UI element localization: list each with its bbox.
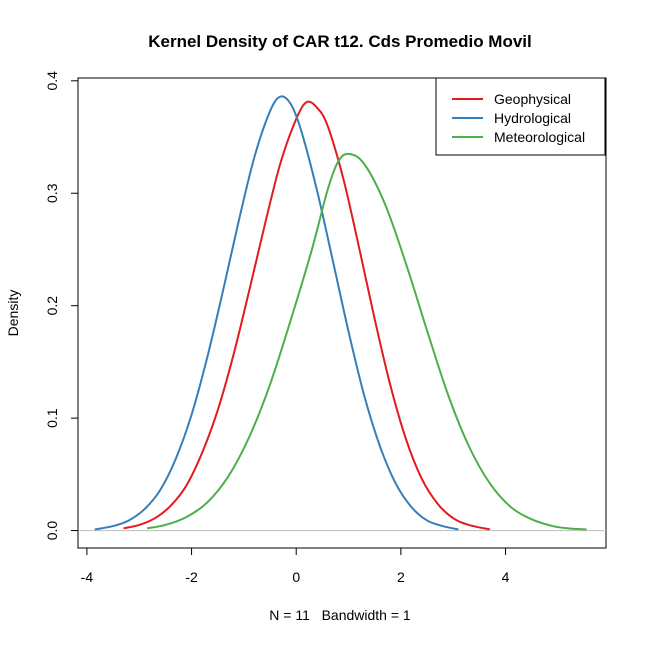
legend: Geophysical Hydrological Meteorological (435, 77, 606, 156)
y-tick-label: 0.4 (44, 71, 60, 91)
x-tick-label: 4 (502, 569, 510, 585)
legend-label-hydrological: Hydrological (494, 110, 571, 126)
chart-title: Kernel Density of CAR t12. Cds Promedio … (148, 32, 532, 51)
x-tick-label: -4 (81, 569, 94, 585)
y-tick-label: 0.0 (44, 521, 60, 541)
legend-label-meteorological: Meteorological (494, 129, 585, 145)
series-line-hydrological (94, 95, 459, 531)
x-tick-label: 0 (292, 569, 300, 585)
y-tick-label: 0.1 (44, 408, 60, 428)
legend-box (435, 77, 606, 156)
y-axis-label: Density (5, 290, 21, 337)
series-line-geophysical (123, 100, 491, 531)
x-axis: -4 -2 0 2 4 (81, 547, 510, 585)
y-tick-label: 0.3 (44, 183, 60, 203)
y-tick-label: 0.2 (44, 296, 60, 316)
series-line-meteorological (146, 152, 587, 531)
series-group (94, 95, 587, 531)
y-axis: 0.0 0.1 0.2 0.3 0.4 (44, 71, 79, 541)
x-axis-label: N = 11 Bandwidth = 1 (269, 607, 411, 623)
x-tick-label: 2 (397, 569, 405, 585)
legend-label-geophysical: Geophysical (494, 91, 571, 107)
x-tick-label: -2 (185, 569, 198, 585)
